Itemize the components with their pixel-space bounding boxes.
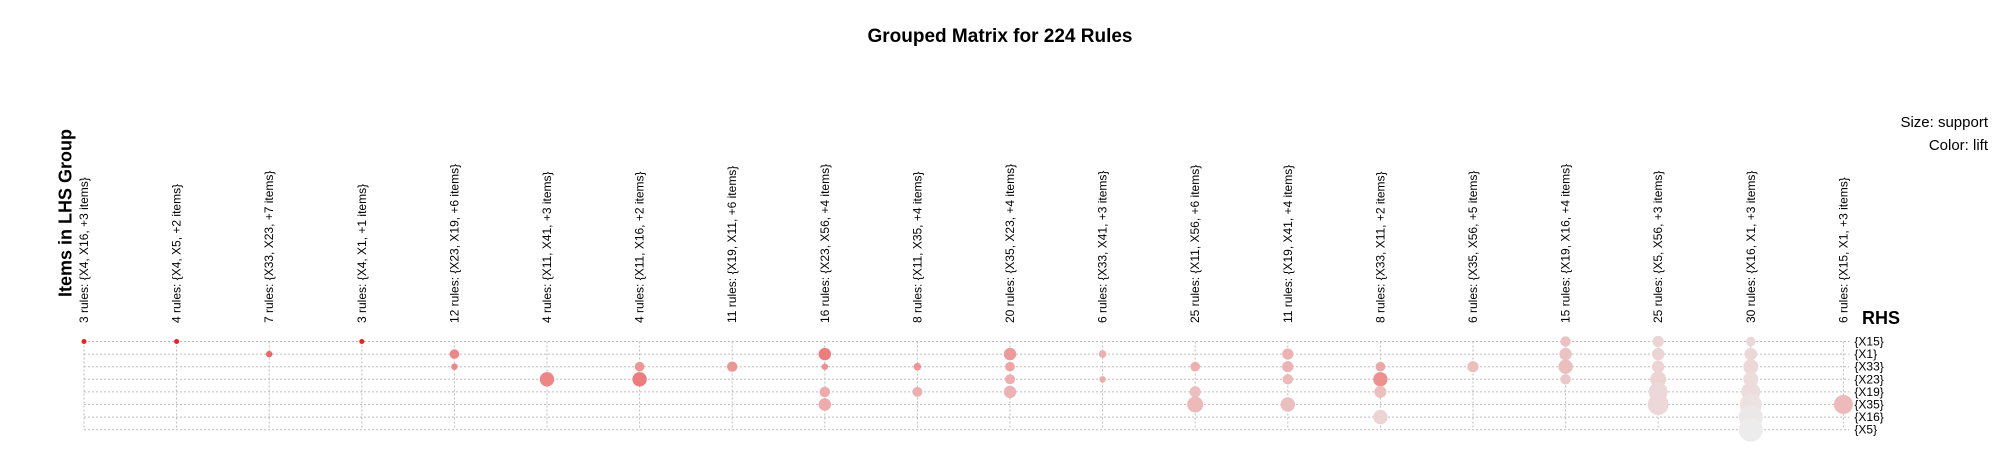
rule-bubble [819, 386, 830, 398]
rule-bubble [81, 339, 87, 344]
rule-bubble [1005, 361, 1015, 372]
x-axis-label: Items in LHS Group [55, 128, 76, 298]
rule-bubble [1282, 374, 1294, 385]
rule-bubble [1280, 397, 1296, 412]
rule-bubble [1374, 385, 1387, 398]
rule-bubble [1743, 359, 1759, 375]
rule-bubble [1652, 360, 1665, 373]
rule-bubble [1373, 409, 1388, 425]
rule-bubble [449, 349, 460, 359]
color-legend: Color: lift [1928, 137, 1988, 154]
lhs-group-label: 8 rules: {X11, X35, +4 items} [910, 171, 924, 323]
lhs-group-label: 4 rules: {X11, X41, +3 items} [540, 171, 554, 323]
rule-bubble [1652, 347, 1665, 361]
rule-bubble [1003, 385, 1017, 399]
lhs-group-label: 6 rules: {X15, X1, +3 items} [1836, 177, 1850, 323]
rhs-item-label: {X33} [1854, 360, 1883, 374]
bubbles [81, 335, 1853, 442]
lhs-group-label: 7 rules: {X33, X23, +7 items} [262, 171, 276, 323]
rule-bubble [1744, 347, 1758, 361]
lhs-group-label: 12 rules: {X23, X19, +6 items} [447, 164, 461, 323]
rule-bubble [1652, 335, 1664, 348]
rule-bubble [359, 339, 365, 344]
lhs-group-label: 6 rules: {X35, X56, +5 items} [1466, 171, 1480, 323]
lhs-group-label: 6 rules: {X33, X41, +3 items} [1096, 171, 1110, 323]
rule-bubble [818, 398, 831, 411]
rhs-axis-label: RHS [1862, 308, 1901, 328]
rule-bubble [1559, 347, 1572, 361]
rhs-item-label: {X16} [1854, 410, 1883, 424]
rhs-item-label: {X5} [1854, 423, 1877, 437]
rhs-item-label: {X15} [1854, 335, 1883, 349]
rule-bubble [1282, 361, 1294, 373]
grid-lines [83, 341, 1850, 431]
rule-bubble [821, 363, 828, 370]
rule-bubble [266, 350, 273, 358]
rule-bubble [1189, 386, 1201, 398]
rhs-item-label: {X35} [1854, 398, 1883, 412]
rule-bubble [818, 347, 831, 361]
lhs-group-label: 11 rules: {X19, X11, +6 items} [725, 166, 739, 323]
rule-bubble [451, 363, 458, 370]
rule-bubble [1003, 347, 1017, 361]
chart-title: Grouped Matrix for 224 Rules [867, 26, 1133, 47]
rule-bubble [1833, 395, 1853, 414]
rule-bubble [1098, 350, 1107, 358]
size-legend: Size: support [1900, 114, 1988, 131]
lhs-group-label: 3 rules: {X4, X16, +3 items} [77, 177, 91, 323]
rule-bubble [1746, 336, 1756, 347]
lhs-group-label: 8 rules: {X33, X11, +2 items} [1373, 171, 1387, 323]
rule-bubble [1005, 374, 1015, 385]
rhs-item-label: {X23} [1854, 372, 1883, 386]
rule-bubble [1282, 348, 1294, 360]
rule-bubble [727, 361, 738, 372]
rhs-item-label: {X1} [1854, 347, 1877, 361]
lhs-group-label: 25 rules: {X11, X56, +6 items} [1188, 165, 1202, 323]
rule-bubble [539, 372, 555, 387]
rule-bubble [1647, 394, 1669, 415]
rule-bubble [632, 372, 647, 387]
lhs-group-label: 15 rules: {X19, X16, +4 items} [1559, 164, 1573, 323]
rule-bubble [1467, 361, 1479, 373]
lhs-group-labels: 3 rules: {X4, X16, +3 items} 4 rules: {X4… [77, 164, 1850, 323]
lhs-group-label: 20 rules: {X35, X23, +4 items} [1003, 164, 1017, 323]
rule-bubble [912, 386, 923, 397]
rule-bubble [913, 362, 922, 371]
rule-bubble [1743, 371, 1759, 387]
lhs-group-label: 11 rules: {X19, X41, +4 items} [1281, 165, 1295, 323]
rule-bubble [174, 339, 180, 344]
lhs-group-label: 4 rules: {X11, X16, +2 items} [633, 171, 647, 323]
rhs-item-labels: {X15}{X1}{X33}{X23}{X19}{X35}{X16}{X5} [1854, 335, 1883, 437]
rule-bubble [634, 361, 645, 372]
lhs-group-label: 3 rules: {X4, X1, +1 items} [355, 184, 369, 323]
rule-bubble [1560, 374, 1571, 385]
rule-bubble [1187, 396, 1204, 413]
lhs-group-label: 30 rules: {X16, X1, +3 items} [1744, 171, 1758, 323]
rule-bubble [1099, 376, 1106, 383]
lhs-group-label: 16 rules: {X23, X56, +4 items} [818, 164, 832, 323]
rule-bubble [1558, 359, 1573, 374]
rule-bubble [1190, 361, 1200, 372]
rhs-item-label: {X19} [1854, 385, 1883, 399]
lhs-group-label: 25 rules: {X5, X56, +3 items} [1651, 171, 1665, 323]
rule-bubble [1375, 361, 1386, 372]
rule-bubble [1738, 417, 1763, 442]
rule-bubble [1373, 372, 1388, 387]
rule-bubble [1560, 336, 1571, 347]
lhs-group-label: 4 rules: {X4, X5, +2 items} [170, 184, 184, 323]
